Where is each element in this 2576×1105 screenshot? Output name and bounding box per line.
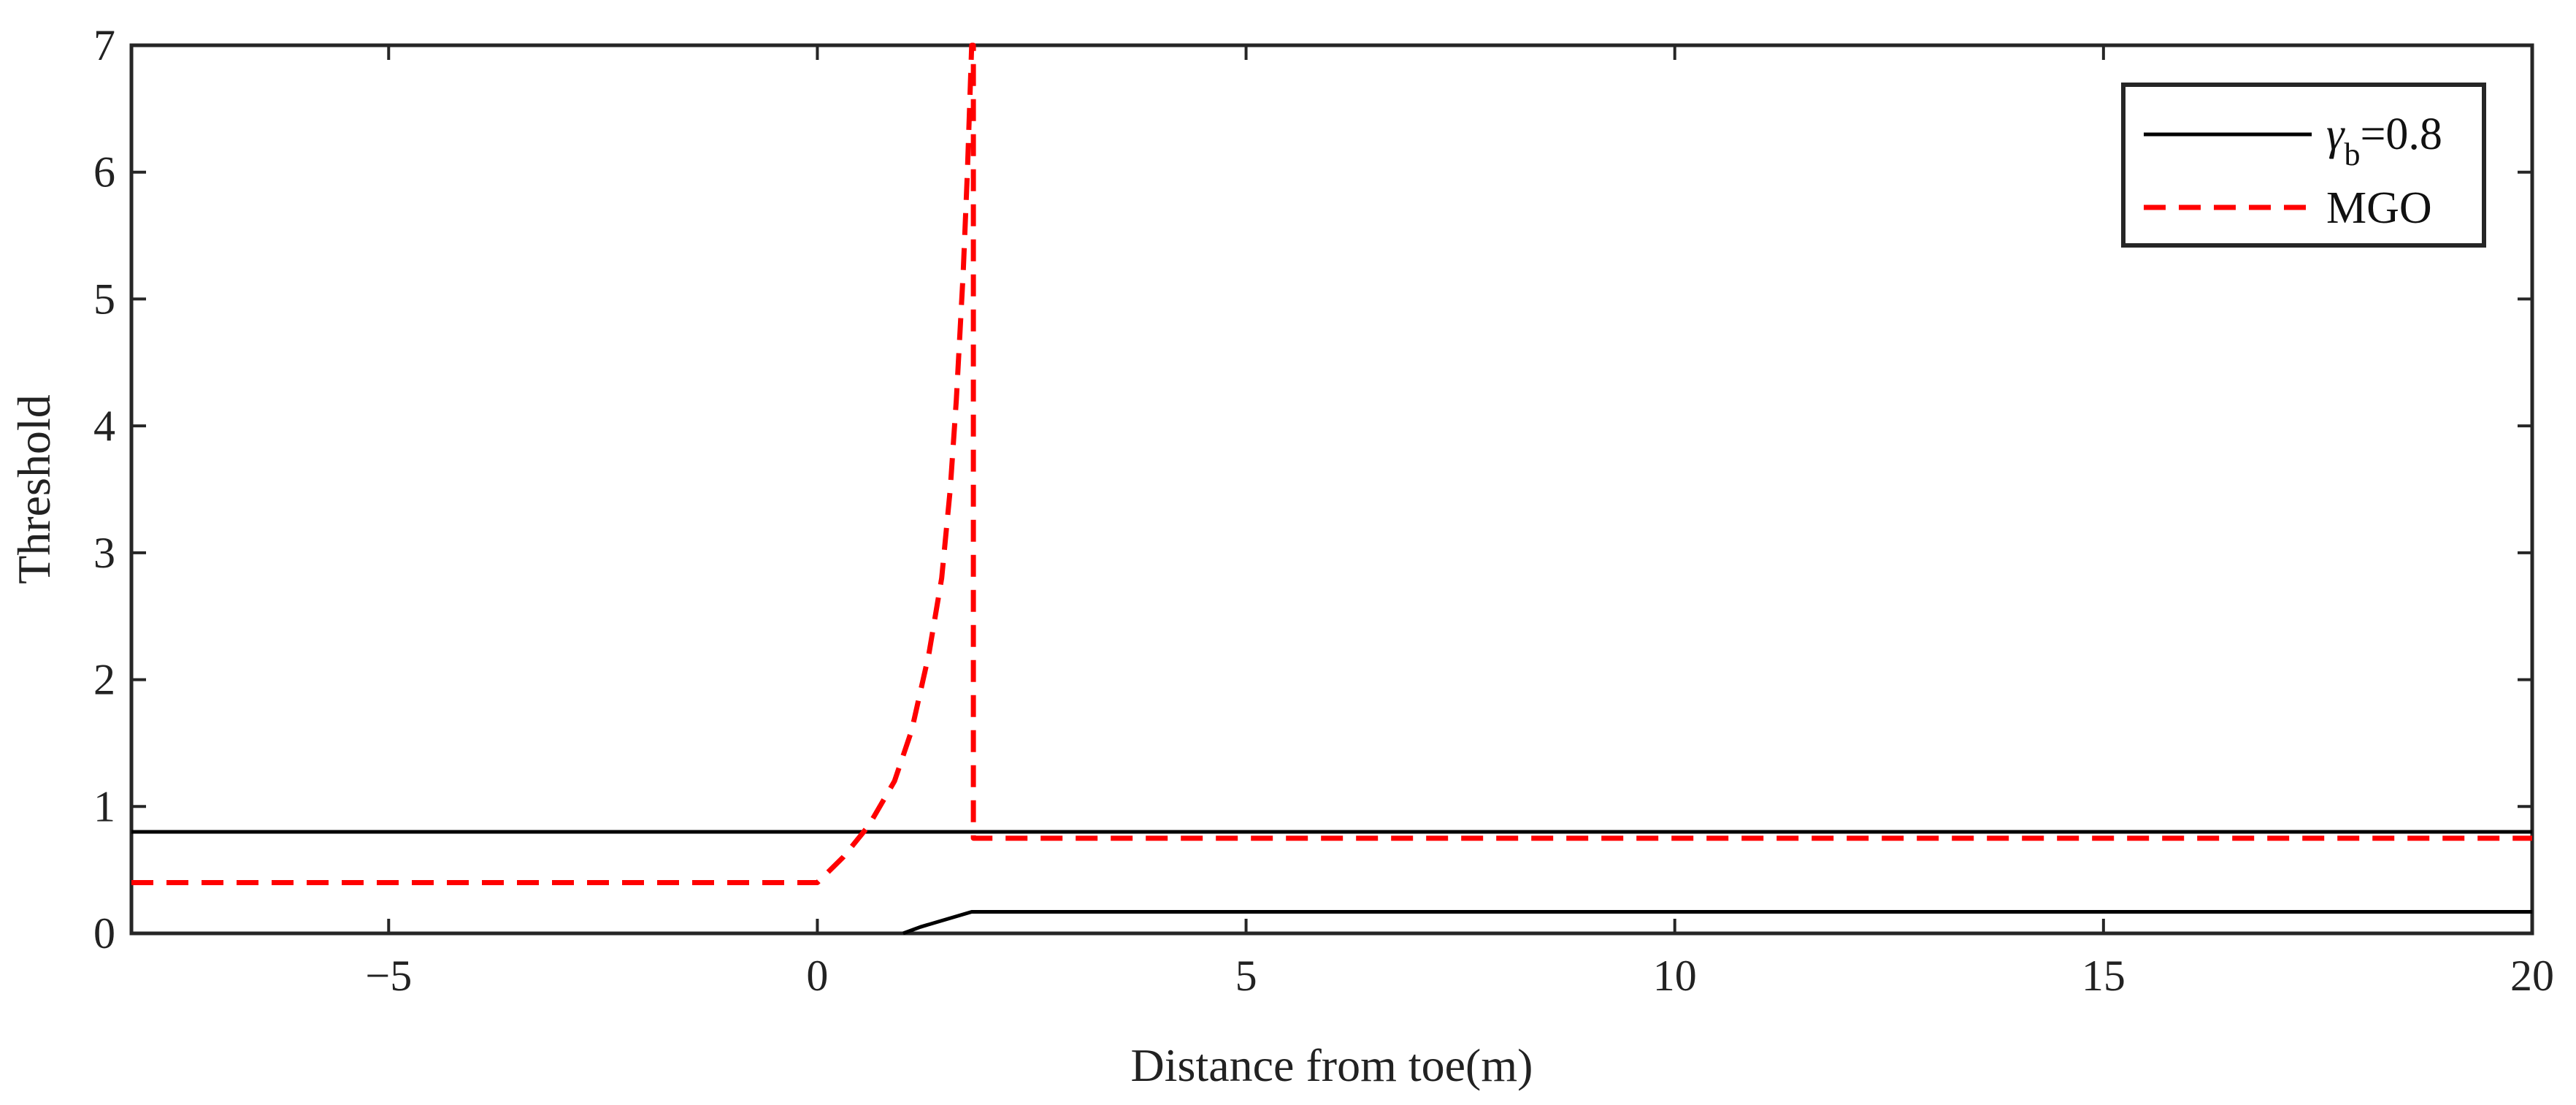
y-tick-label: 3 bbox=[93, 529, 115, 577]
y-tick-label: 0 bbox=[93, 909, 115, 957]
x-tick-label: 15 bbox=[2082, 952, 2125, 1000]
legend-label-gamma: γb=0.8 bbox=[2326, 110, 2442, 172]
legend-box bbox=[2121, 83, 2486, 248]
legend-label-mgo: MGO bbox=[2326, 183, 2432, 233]
y-tick-label: 6 bbox=[93, 148, 115, 196]
legend-gamma-value: =0.8 bbox=[2360, 110, 2442, 159]
series-line-2 bbox=[131, 42, 2532, 885]
y-tick-label: 4 bbox=[93, 402, 115, 450]
legend-gamma-subscript: b bbox=[2344, 137, 2360, 172]
legend: γb=0.8 MGO bbox=[2121, 83, 2486, 248]
y-tick-label: 2 bbox=[93, 656, 115, 704]
x-tick-label: −5 bbox=[365, 952, 412, 1000]
x-axis-title: Distance from toe(m) bbox=[1131, 1039, 1533, 1091]
y-tick-label: 1 bbox=[93, 782, 115, 830]
series-line-1 bbox=[902, 910, 2532, 936]
x-tick-label: 20 bbox=[2510, 952, 2554, 1000]
x-tick-label: 0 bbox=[806, 952, 828, 1000]
x-tick-label: 5 bbox=[1235, 952, 1257, 1000]
legend-gamma-symbol: γ bbox=[2326, 110, 2345, 159]
series-layer bbox=[131, 42, 2532, 936]
y-tick-label: 7 bbox=[93, 21, 115, 69]
axis-tick-labels: −5 0 5 10 15 20 0 1 2 3 4 5 6 7 bbox=[93, 21, 2554, 1000]
axis-ticks bbox=[131, 44, 2534, 935]
x-tick-label: 10 bbox=[1653, 952, 1697, 1000]
y-tick-label: 5 bbox=[93, 275, 115, 323]
y-axis-title: Threshold bbox=[8, 394, 60, 584]
